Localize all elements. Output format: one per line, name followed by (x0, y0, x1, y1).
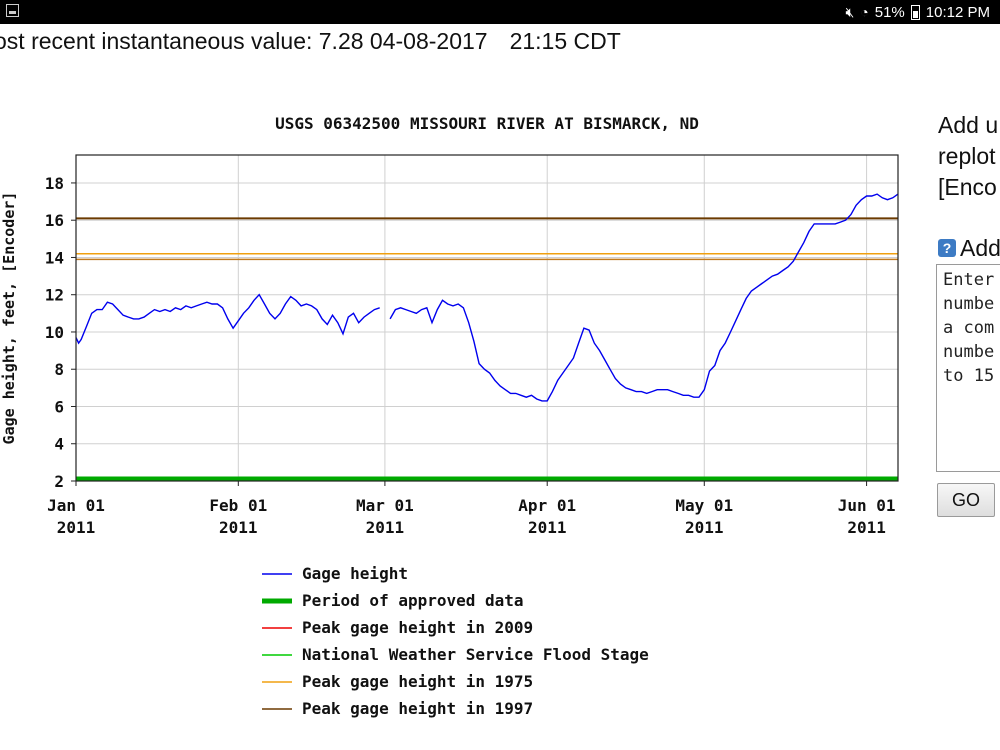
side-line-1: Add u (938, 112, 999, 138)
y-tick-label: 16 (45, 211, 64, 230)
go-button[interactable]: GO (937, 483, 995, 517)
legend-label: Period of approved data (302, 591, 524, 610)
status-bar: 🔇︎ ◔ 51% 10:12 PM (0, 0, 1000, 24)
chart-ticks: 2 4 6 8 10 12 14 16 18 Jan 01 2011 Feb 01 2011 Mar 01… (45, 174, 896, 537)
x-tick-year-label: 2011 (528, 518, 567, 537)
chart-series (75, 193, 899, 402)
chart-title: USGS 06342500 MISSOURI RIVER AT BISMARCK… (275, 114, 699, 133)
gage-height-line (75, 293, 380, 345)
chart-y-axis-label: Gage height, feet, [Encoder] (0, 192, 18, 445)
help-label: Add (960, 234, 1000, 261)
x-tick-label: Apr 01 (518, 496, 576, 515)
y-tick-label: 8 (54, 360, 64, 379)
chart-grid (75, 155, 898, 482)
plot-frame (75, 154, 899, 482)
y-tick-label: 14 (45, 248, 64, 267)
y-tick-label: 12 (45, 286, 64, 305)
y-tick-label: 6 (54, 397, 64, 416)
site-numbers-textarea[interactable]: Enter numbe a com numbe to 15 (936, 264, 1000, 472)
legend-label: Peak gage height in 2009 (302, 618, 533, 637)
chart-legend: Gage height Period of approved data Peak g… (262, 564, 649, 718)
battery-icon (910, 4, 920, 20)
x-tick-label: Jun 01 (838, 496, 896, 515)
x-tick-label: Jan 01 (47, 496, 105, 515)
value-date: 04-08-2017 (369, 28, 488, 54)
value-prefix: ost recent instantaneous value: (0, 28, 313, 54)
mute-icon: 🔇︎ (845, 3, 855, 20)
y-tick-label: 2 (54, 472, 64, 491)
legend-label: Peak gage height in 1997 (302, 699, 533, 718)
gage-height-line (389, 193, 899, 402)
help-row[interactable]: ? Add (938, 234, 1000, 262)
chart-reference-lines (76, 217, 898, 482)
y-tick-label: 10 (45, 323, 64, 342)
add-user-data-text: Add u replot [Enco (938, 110, 998, 203)
x-tick-year-label: 2011 (366, 518, 405, 537)
wifi-icon: ◔ (860, 4, 869, 20)
help-icon[interactable]: ? (938, 239, 956, 257)
legend-label: Gage height (302, 564, 408, 583)
side-line-2: replot (938, 143, 996, 169)
clock: 10:12 PM (925, 3, 990, 21)
value-time: 21:15 CDT (509, 28, 621, 54)
battery-percent: 51% (874, 3, 905, 21)
x-tick-label: May 01 (675, 496, 733, 515)
gage-height-chart: USGS 06342500 MISSOURI RIVER AT BISMARCK… (0, 114, 899, 718)
x-tick-year-label: 2011 (219, 518, 258, 537)
value-number: 7.28 (318, 28, 364, 54)
legend-label: Peak gage height in 1975 (302, 672, 533, 691)
x-tick-year-label: 2011 (847, 518, 886, 537)
app-notification-icon (6, 4, 19, 17)
y-tick-label: 18 (45, 174, 64, 193)
legend-label: National Weather Service Flood Stage (302, 645, 649, 664)
y-tick-label: 4 (54, 435, 64, 454)
instantaneous-value-line: ost recent instantaneous value: 7.28 04-… (0, 28, 621, 55)
x-tick-year-label: 2011 (685, 518, 724, 537)
side-line-3: [Enco (938, 174, 997, 200)
x-tick-label: Mar 01 (356, 496, 414, 515)
x-tick-year-label: 2011 (57, 518, 96, 537)
x-tick-label: Feb 01 (209, 496, 267, 515)
status-right: 🔇︎ ◔ 51% 10:12 PM (845, 2, 990, 22)
